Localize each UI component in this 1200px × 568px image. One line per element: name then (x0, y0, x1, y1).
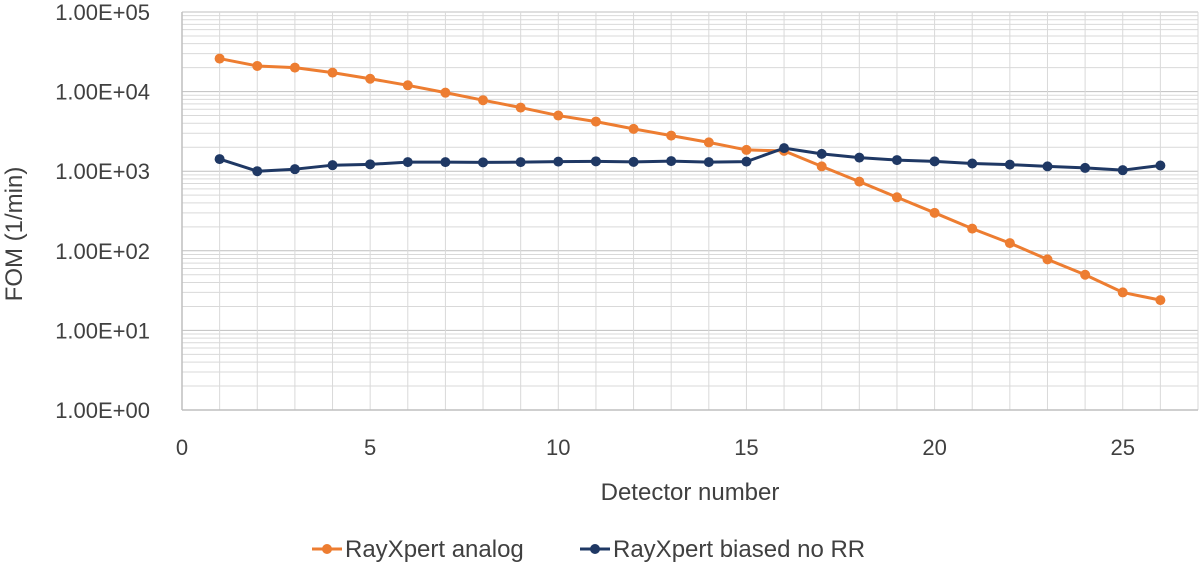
series-0-point (402, 80, 413, 91)
series-1-point (440, 157, 451, 168)
series-1-point (1080, 162, 1091, 173)
series-1-point (816, 148, 827, 159)
tick-labels: 1.00E+00 1.00E+01 1.00E+02 1.00E+03 1.00E+04… (55, 0, 1135, 460)
y-tick-label: 1.00E+03 (55, 159, 150, 184)
series-0-point (628, 123, 639, 134)
series-0-point (666, 130, 677, 141)
axes (181, 12, 1198, 411)
y-axis-title: FOM (1/min) (1, 167, 28, 302)
y-tick-label: 1.00E+01 (55, 318, 150, 343)
x-tick-label: 0 (176, 435, 188, 460)
series-0-point (440, 87, 451, 98)
y-tick-label: 1.00E+04 (55, 80, 150, 105)
series-1-point (891, 155, 902, 166)
x-tick-label: 5 (364, 435, 376, 460)
series-1-point (553, 156, 564, 167)
series-1-point (515, 157, 526, 168)
series-0-point (327, 67, 338, 78)
series-0-point (590, 116, 601, 127)
series-0-point (214, 53, 225, 64)
legend-item-analog[interactable]: RayXpert analog (312, 536, 524, 563)
series-1-point (402, 157, 413, 168)
series-0-point (1042, 254, 1053, 265)
series-1-point (779, 143, 790, 154)
series-0-point (929, 207, 940, 218)
series-1-point (967, 158, 978, 169)
legend-label-biased: RayXpert biased no RR (613, 536, 865, 563)
legend: RayXpert analog RayXpert biased no RR (312, 536, 865, 563)
series-1-point (327, 160, 338, 171)
legend-swatch-analog-marker (322, 544, 332, 554)
series-0-point (1004, 238, 1015, 249)
series-0-point (553, 110, 564, 121)
series-1-point (1155, 160, 1166, 171)
series-0-point (854, 176, 865, 187)
series-0-point (891, 192, 902, 203)
legend-item-biased[interactable]: RayXpert biased no RR (580, 536, 865, 563)
series-1-point (854, 152, 865, 163)
series-0-point (1117, 287, 1128, 298)
series-line-1 (219, 146, 1161, 173)
series-1-point (741, 156, 752, 167)
series-0-point (478, 95, 489, 106)
x-tick-label: 25 (1110, 435, 1134, 460)
gridlines (181, 11, 1199, 411)
series-0-point (252, 60, 263, 71)
series-0-point (741, 144, 752, 155)
series-1-point (929, 156, 940, 167)
series-1-point (1042, 161, 1053, 172)
series-1-point (214, 154, 225, 165)
series-1-point (703, 157, 714, 168)
series-1-point (365, 159, 376, 170)
series-0-point (515, 102, 526, 113)
legend-swatch-biased-marker (590, 544, 600, 554)
series-1-point (666, 156, 677, 167)
series-0-point (1080, 269, 1091, 280)
series-1-point (1117, 165, 1128, 176)
legend-label-analog: RayXpert analog (345, 536, 524, 563)
x-tick-label: 20 (922, 435, 946, 460)
series-1-point (252, 166, 263, 177)
x-tick-label: 10 (546, 435, 570, 460)
series-1-point (590, 156, 601, 167)
y-tick-label: 1.00E+00 (55, 398, 150, 423)
series-0-point (703, 137, 714, 148)
series-group (214, 53, 1166, 306)
series-line-0 (219, 57, 1161, 302)
series-0-point (289, 62, 300, 73)
series-1-point (1004, 159, 1015, 170)
x-axis-title: Detector number (601, 479, 780, 506)
series-1-point (289, 164, 300, 175)
y-tick-label: 1.00E+05 (55, 0, 150, 25)
series-0-point (816, 161, 827, 172)
series-1-point (628, 156, 639, 167)
series-0-point (967, 223, 978, 234)
y-tick-label: 1.00E+02 (55, 239, 150, 264)
series-0-point (365, 73, 376, 84)
x-tick-label: 15 (734, 435, 758, 460)
series-1-point (478, 157, 489, 168)
series-0-point (1155, 295, 1166, 306)
